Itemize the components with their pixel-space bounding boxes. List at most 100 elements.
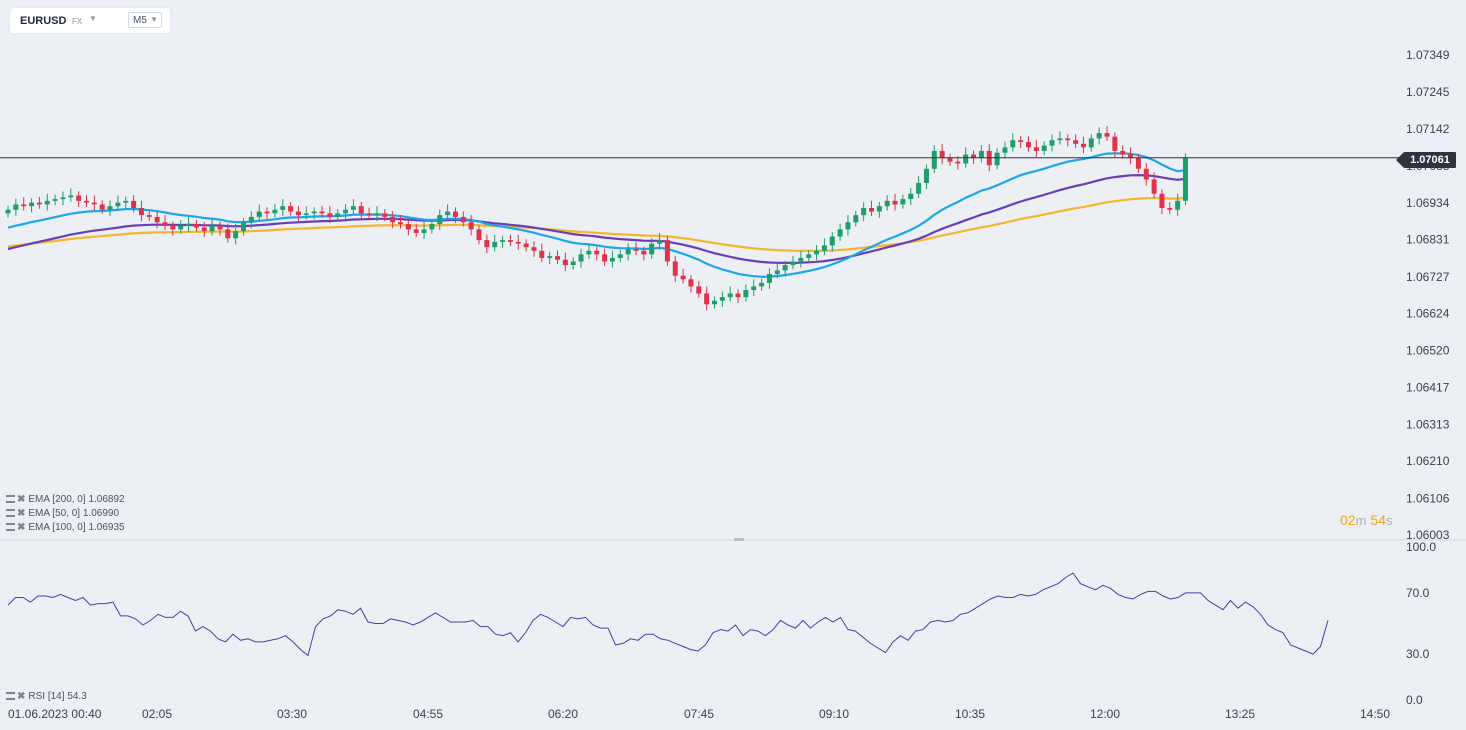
symbol-toolbar[interactable]: EURUSD FX ▼ M5 ▼	[10, 8, 170, 33]
candle-body	[798, 257, 804, 262]
legend-label: EMA [100, 0]	[28, 522, 86, 533]
candle-body	[1057, 138, 1063, 141]
candle-body	[570, 261, 576, 266]
close-icon[interactable]: ✖	[17, 691, 26, 702]
candle-body	[837, 229, 843, 237]
legend-ema-100[interactable]: ✖ EMA [100, 0] 1.06935	[6, 521, 125, 534]
candle-body	[217, 225, 223, 230]
settings-icon[interactable]	[6, 692, 15, 701]
candle-body	[515, 241, 521, 244]
candle-body	[853, 215, 859, 223]
candle-body	[484, 240, 490, 248]
pane-resize-handle	[734, 538, 744, 541]
time-tick-label: 13:25	[1225, 707, 1255, 721]
candle-body	[766, 273, 772, 283]
candle-body	[664, 240, 670, 262]
price-tick-label: 1.06313	[1406, 417, 1450, 431]
candle-body	[288, 206, 294, 212]
candle-body	[350, 206, 356, 210]
timeframe-select[interactable]: M5 ▼	[128, 12, 162, 28]
candle-body	[131, 200, 137, 208]
candle-body	[36, 202, 42, 205]
candle-body	[107, 206, 113, 210]
candle-body	[201, 227, 207, 232]
market-label: FX	[72, 17, 83, 26]
candle-body	[68, 195, 74, 198]
close-icon[interactable]: ✖	[17, 508, 26, 519]
candle-body	[225, 229, 231, 239]
settings-icon[interactable]	[6, 495, 15, 504]
candle-countdown: 02m 54s	[1340, 512, 1393, 528]
legend-label: RSI [14]	[28, 691, 65, 702]
candle-body	[264, 211, 270, 214]
legend-rsi[interactable]: ✖ RSI [14] 54.3	[6, 690, 87, 703]
legend-ema-50[interactable]: ✖ EMA [50, 0] 1.06990	[6, 507, 119, 520]
symbol-dropdown-icon[interactable]: ▼	[89, 14, 97, 23]
candle-body	[311, 211, 317, 214]
legend-value: 1.06892	[88, 494, 125, 505]
candle-body	[146, 215, 152, 217]
candle-body	[280, 206, 286, 210]
candle-body	[1041, 145, 1047, 151]
candle-body	[1143, 168, 1149, 180]
settings-icon[interactable]	[6, 523, 15, 532]
countdown-seconds: 54	[1370, 512, 1386, 528]
price-tick-label: 1.06624	[1406, 307, 1450, 321]
candle-body	[657, 240, 663, 244]
candle-body	[939, 150, 945, 159]
close-icon[interactable]: ✖	[17, 494, 26, 505]
candle-body	[759, 282, 765, 287]
rsi-line	[7, 572, 1329, 657]
candle-body	[84, 200, 89, 203]
legend-ema-200[interactable]: ✖ EMA [200, 0] 1.06892	[6, 493, 125, 506]
candle-body	[735, 293, 741, 298]
candle-body	[908, 193, 914, 200]
candle-body	[672, 261, 678, 276]
candle-body	[1175, 200, 1181, 210]
legend-value: 54.3	[67, 691, 87, 702]
candle-body	[468, 222, 474, 230]
price-tick-label: 1.06003	[1406, 528, 1450, 542]
candle-body	[994, 152, 1000, 166]
candle-body	[5, 209, 11, 214]
candle-body	[1002, 147, 1008, 153]
price-tick-label: 1.07142	[1406, 122, 1450, 136]
candle-body	[1033, 147, 1039, 151]
candle-body	[1080, 143, 1086, 148]
candle-body	[413, 229, 419, 233]
candle-body	[507, 240, 513, 242]
candle-body	[609, 257, 615, 262]
close-icon[interactable]: ✖	[17, 522, 26, 533]
candle-body	[500, 240, 506, 242]
symbol-name[interactable]: EURUSD	[20, 15, 67, 27]
candle-body	[1159, 193, 1165, 208]
time-tick-label: 12:00	[1090, 707, 1120, 721]
candle-body	[398, 222, 403, 225]
candle-body	[1128, 154, 1134, 159]
candle-body	[492, 241, 498, 248]
candle-body	[233, 231, 239, 239]
candle-body	[60, 197, 66, 200]
candle-body	[1120, 150, 1126, 155]
settings-icon[interactable]	[6, 509, 15, 518]
countdown-minutes: 02	[1340, 512, 1356, 528]
legend-value: 1.06935	[88, 522, 125, 533]
price-tick-label: 1.06727	[1406, 270, 1450, 284]
candle-body	[241, 222, 246, 232]
candle-body	[751, 286, 757, 291]
rsi-tick-label: 70.0	[1406, 586, 1430, 600]
candle-body	[162, 222, 168, 226]
candle-body	[476, 229, 482, 241]
timeframe-dropdown-icon[interactable]: ▼	[150, 15, 158, 24]
price-tick-label: 1.06520	[1406, 344, 1450, 358]
candle-body	[539, 250, 545, 258]
candle-body	[437, 215, 443, 225]
candle-body	[562, 259, 568, 266]
candle-body	[641, 250, 647, 255]
time-tick-label: 06:20	[548, 707, 578, 721]
candle-body	[123, 200, 129, 203]
candle-body	[295, 211, 301, 216]
candle-body	[531, 247, 537, 251]
candle-body	[688, 279, 694, 287]
